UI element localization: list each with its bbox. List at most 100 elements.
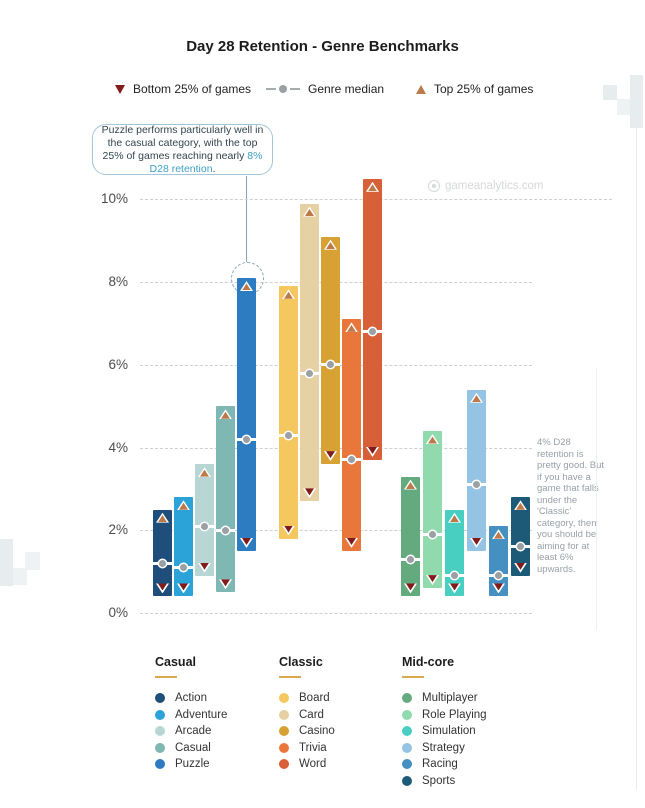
median-dot-multiplayer xyxy=(407,555,414,563)
genre-label: Casual xyxy=(175,741,211,754)
median-dot-card xyxy=(306,369,313,377)
y-axis-tick-label: 6% xyxy=(108,356,128,372)
pixel-decoration-left xyxy=(13,568,27,585)
bottom-25-marker-icon xyxy=(470,537,483,548)
median-dot-puzzle xyxy=(243,435,250,443)
bottom-25-marker-icon xyxy=(514,562,527,573)
puzzle-callout-text: Puzzle performs particularly well in the… xyxy=(101,123,264,175)
side-note: 4% D28 retention is pretty good. But if … xyxy=(537,437,605,575)
top-25-marker-icon xyxy=(470,392,483,403)
side-note-rule xyxy=(596,368,597,630)
bottom-25-marker-icon xyxy=(448,583,461,594)
bottom-25-marker-icon xyxy=(303,488,316,499)
genre-color-dot-icon xyxy=(402,742,412,753)
top-25-marker-icon xyxy=(448,512,461,523)
y-axis-tick-label: 10% xyxy=(100,191,128,207)
bar-arcade xyxy=(195,464,214,576)
right-edge-rule xyxy=(636,128,637,790)
genre-legend-group-classic: Classic Board Card Casino Trivia Word xyxy=(279,655,335,773)
genre-label: Strategy xyxy=(422,741,465,754)
genre-color-dot-icon xyxy=(402,693,412,704)
genre-color-dot-icon xyxy=(155,742,165,753)
genre-legend-group-mid-core: Mid-core Multiplayer Role Playing Simulatio… xyxy=(402,655,487,789)
top-25-marker-icon xyxy=(404,479,417,490)
page-title: Day 28 Retention - Genre Benchmarks xyxy=(186,38,459,55)
median-dot-sports xyxy=(517,543,524,551)
genre-legend-item-word: Word xyxy=(279,756,335,773)
median-dot-racing xyxy=(495,572,502,580)
genre-group-underline xyxy=(279,676,301,678)
legend-top-25: Top 25% of games xyxy=(416,82,533,96)
pixel-decoration-right xyxy=(617,99,630,115)
genre-color-dot-icon xyxy=(279,726,289,737)
median-dot-action xyxy=(159,559,166,567)
legend-bottom-25-label: Bottom 25% of games xyxy=(133,82,252,96)
genre-color-dot-icon xyxy=(402,709,412,720)
legend-bottom-25: Bottom 25% of games xyxy=(115,82,251,96)
median-dot-casino xyxy=(327,361,334,369)
legend-genre-median: Genre median xyxy=(266,82,384,96)
callout-connector-line xyxy=(246,176,247,262)
genre-color-dot-icon xyxy=(402,759,412,770)
pixel-decoration-left xyxy=(25,552,40,570)
genre-label: Word xyxy=(299,758,327,771)
bottom-25-marker-icon xyxy=(324,451,337,462)
bottom-25-marker-icon xyxy=(366,446,379,457)
median-dot-trivia xyxy=(348,456,355,464)
legend-top-25-label: Top 25% of games xyxy=(434,82,534,96)
median-dash-dot-icon xyxy=(266,85,300,93)
genre-legend-item-multiplayer: Multiplayer xyxy=(402,690,487,707)
bar-word xyxy=(363,178,382,460)
genre-legend-item-card: Card xyxy=(279,707,335,724)
genre-legend-item-trivia: Trivia xyxy=(279,740,335,757)
genre-label: Puzzle xyxy=(175,758,210,771)
gameanalytics-logo-icon xyxy=(428,180,440,192)
genre-color-dot-icon xyxy=(155,693,165,704)
pixel-decoration-left xyxy=(0,539,13,586)
legend-genre-median-label: Genre median xyxy=(308,82,385,96)
pixel-decoration-right xyxy=(603,85,617,100)
top-25-marker-icon xyxy=(426,434,439,445)
top-25-marker-icon xyxy=(303,206,316,217)
gridline-0% xyxy=(140,613,532,614)
y-axis-tick-label: 4% xyxy=(108,439,128,455)
genre-label: Trivia xyxy=(299,741,327,754)
bar-board xyxy=(279,286,298,539)
genre-legend-item-casino: Casino xyxy=(279,723,335,740)
top-25-marker-icon xyxy=(492,529,505,540)
genre-color-dot-icon xyxy=(402,726,412,737)
bar-trivia xyxy=(342,319,361,551)
top-25-marker-icon xyxy=(514,500,527,511)
top-25-marker-icon xyxy=(366,181,379,192)
genre-color-dot-icon xyxy=(155,709,165,720)
median-dot-strategy xyxy=(473,481,480,489)
genre-label: Role Playing xyxy=(422,708,487,721)
genre-label: Board xyxy=(299,692,330,705)
y-axis-tick-label: 2% xyxy=(108,522,128,538)
bottom-25-marker-icon xyxy=(492,583,505,594)
genre-group-header: Casual xyxy=(155,655,196,669)
genre-color-dot-icon xyxy=(155,726,165,737)
genre-legend-item-role-playing: Role Playing xyxy=(402,707,487,724)
top-25-triangle-icon xyxy=(416,84,426,94)
genre-label: Multiplayer xyxy=(422,692,478,705)
bar-action xyxy=(153,509,172,597)
genre-group-underline xyxy=(402,676,424,678)
genre-group-header: Mid-core xyxy=(402,655,455,669)
watermark: gameanalytics.com xyxy=(428,180,543,192)
bar-puzzle xyxy=(237,277,256,551)
bottom-25-marker-icon xyxy=(240,537,253,548)
bar-casino xyxy=(321,236,340,465)
top-25-marker-icon xyxy=(156,512,169,523)
genre-label: Card xyxy=(299,708,324,721)
genre-legend-item-puzzle: Puzzle xyxy=(155,756,227,773)
bar-sports xyxy=(511,497,530,576)
bottom-25-marker-icon xyxy=(219,579,232,590)
bottom-25-marker-icon xyxy=(426,575,439,586)
genre-legend-item-casual: Casual xyxy=(155,740,227,757)
genre-legend-item-arcade: Arcade xyxy=(155,723,227,740)
bottom-25-marker-icon xyxy=(156,583,169,594)
genre-legend-item-simulation: Simulation xyxy=(402,723,487,740)
